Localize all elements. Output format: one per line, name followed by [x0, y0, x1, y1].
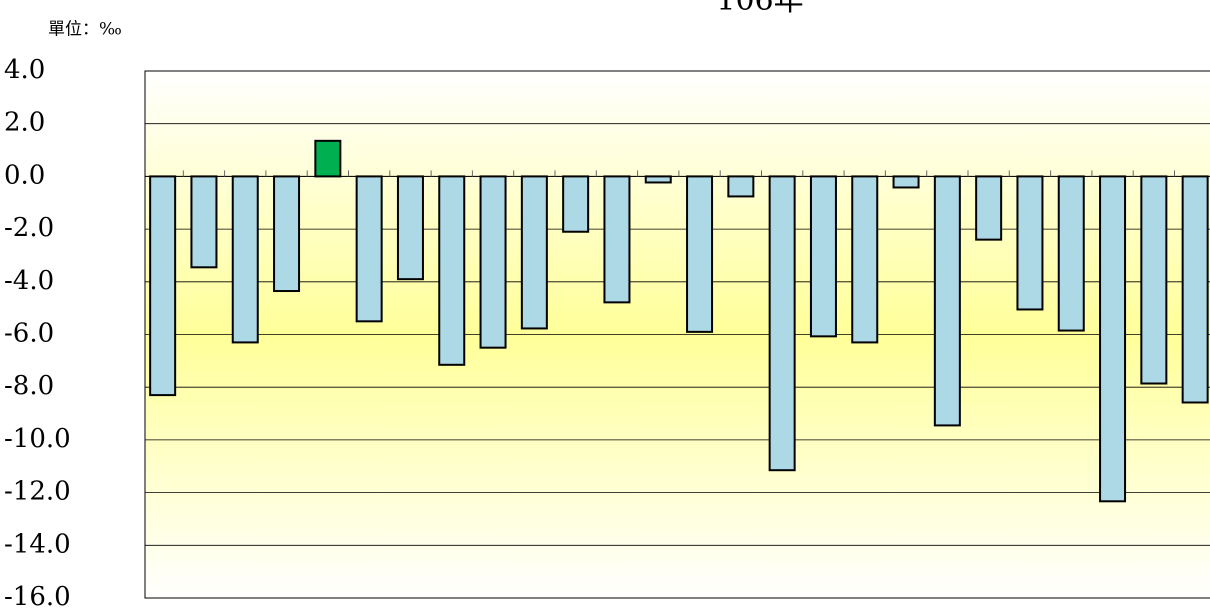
bar: [396, 175, 424, 281]
y-tick-label: -8.0: [4, 371, 54, 401]
bar: [727, 175, 755, 198]
bar: [1057, 175, 1085, 332]
bar: [355, 175, 383, 323]
y-tick-label: 0.0: [4, 160, 45, 190]
bar: [314, 139, 342, 178]
bar: [438, 175, 466, 366]
bar: [892, 175, 920, 189]
bar: [273, 175, 301, 293]
chart-title: 106年: [716, 0, 803, 18]
bar: [479, 175, 507, 349]
bar: [768, 175, 796, 472]
y-tick-label: 4.0: [4, 55, 45, 85]
bar: [1140, 175, 1168, 385]
bar: [1099, 175, 1127, 503]
y-tick-label: -12.0: [4, 477, 71, 507]
unit-label: 單位：‰: [48, 20, 122, 40]
y-tick-label: -6.0: [4, 319, 54, 349]
bar: [190, 175, 218, 269]
bar: [933, 175, 961, 427]
y-tick-label: -2.0: [4, 213, 54, 243]
bar: [520, 175, 548, 330]
bar: [644, 175, 672, 184]
y-tick-label: -4.0: [4, 266, 54, 296]
bar: [809, 175, 837, 338]
bar: [231, 175, 259, 344]
bar: [603, 175, 631, 304]
bar: [975, 175, 1003, 241]
bar: [1181, 175, 1209, 404]
bar: [562, 175, 590, 233]
bar: [686, 175, 714, 333]
bar: [1016, 175, 1044, 311]
bar: [149, 175, 177, 397]
y-tick-label: 2.0: [4, 108, 45, 138]
y-tick-label: -16.0: [4, 582, 71, 610]
y-tick-label: -10.0: [4, 424, 71, 454]
bar: [851, 175, 879, 344]
y-tick-label: -14.0: [4, 529, 71, 559]
